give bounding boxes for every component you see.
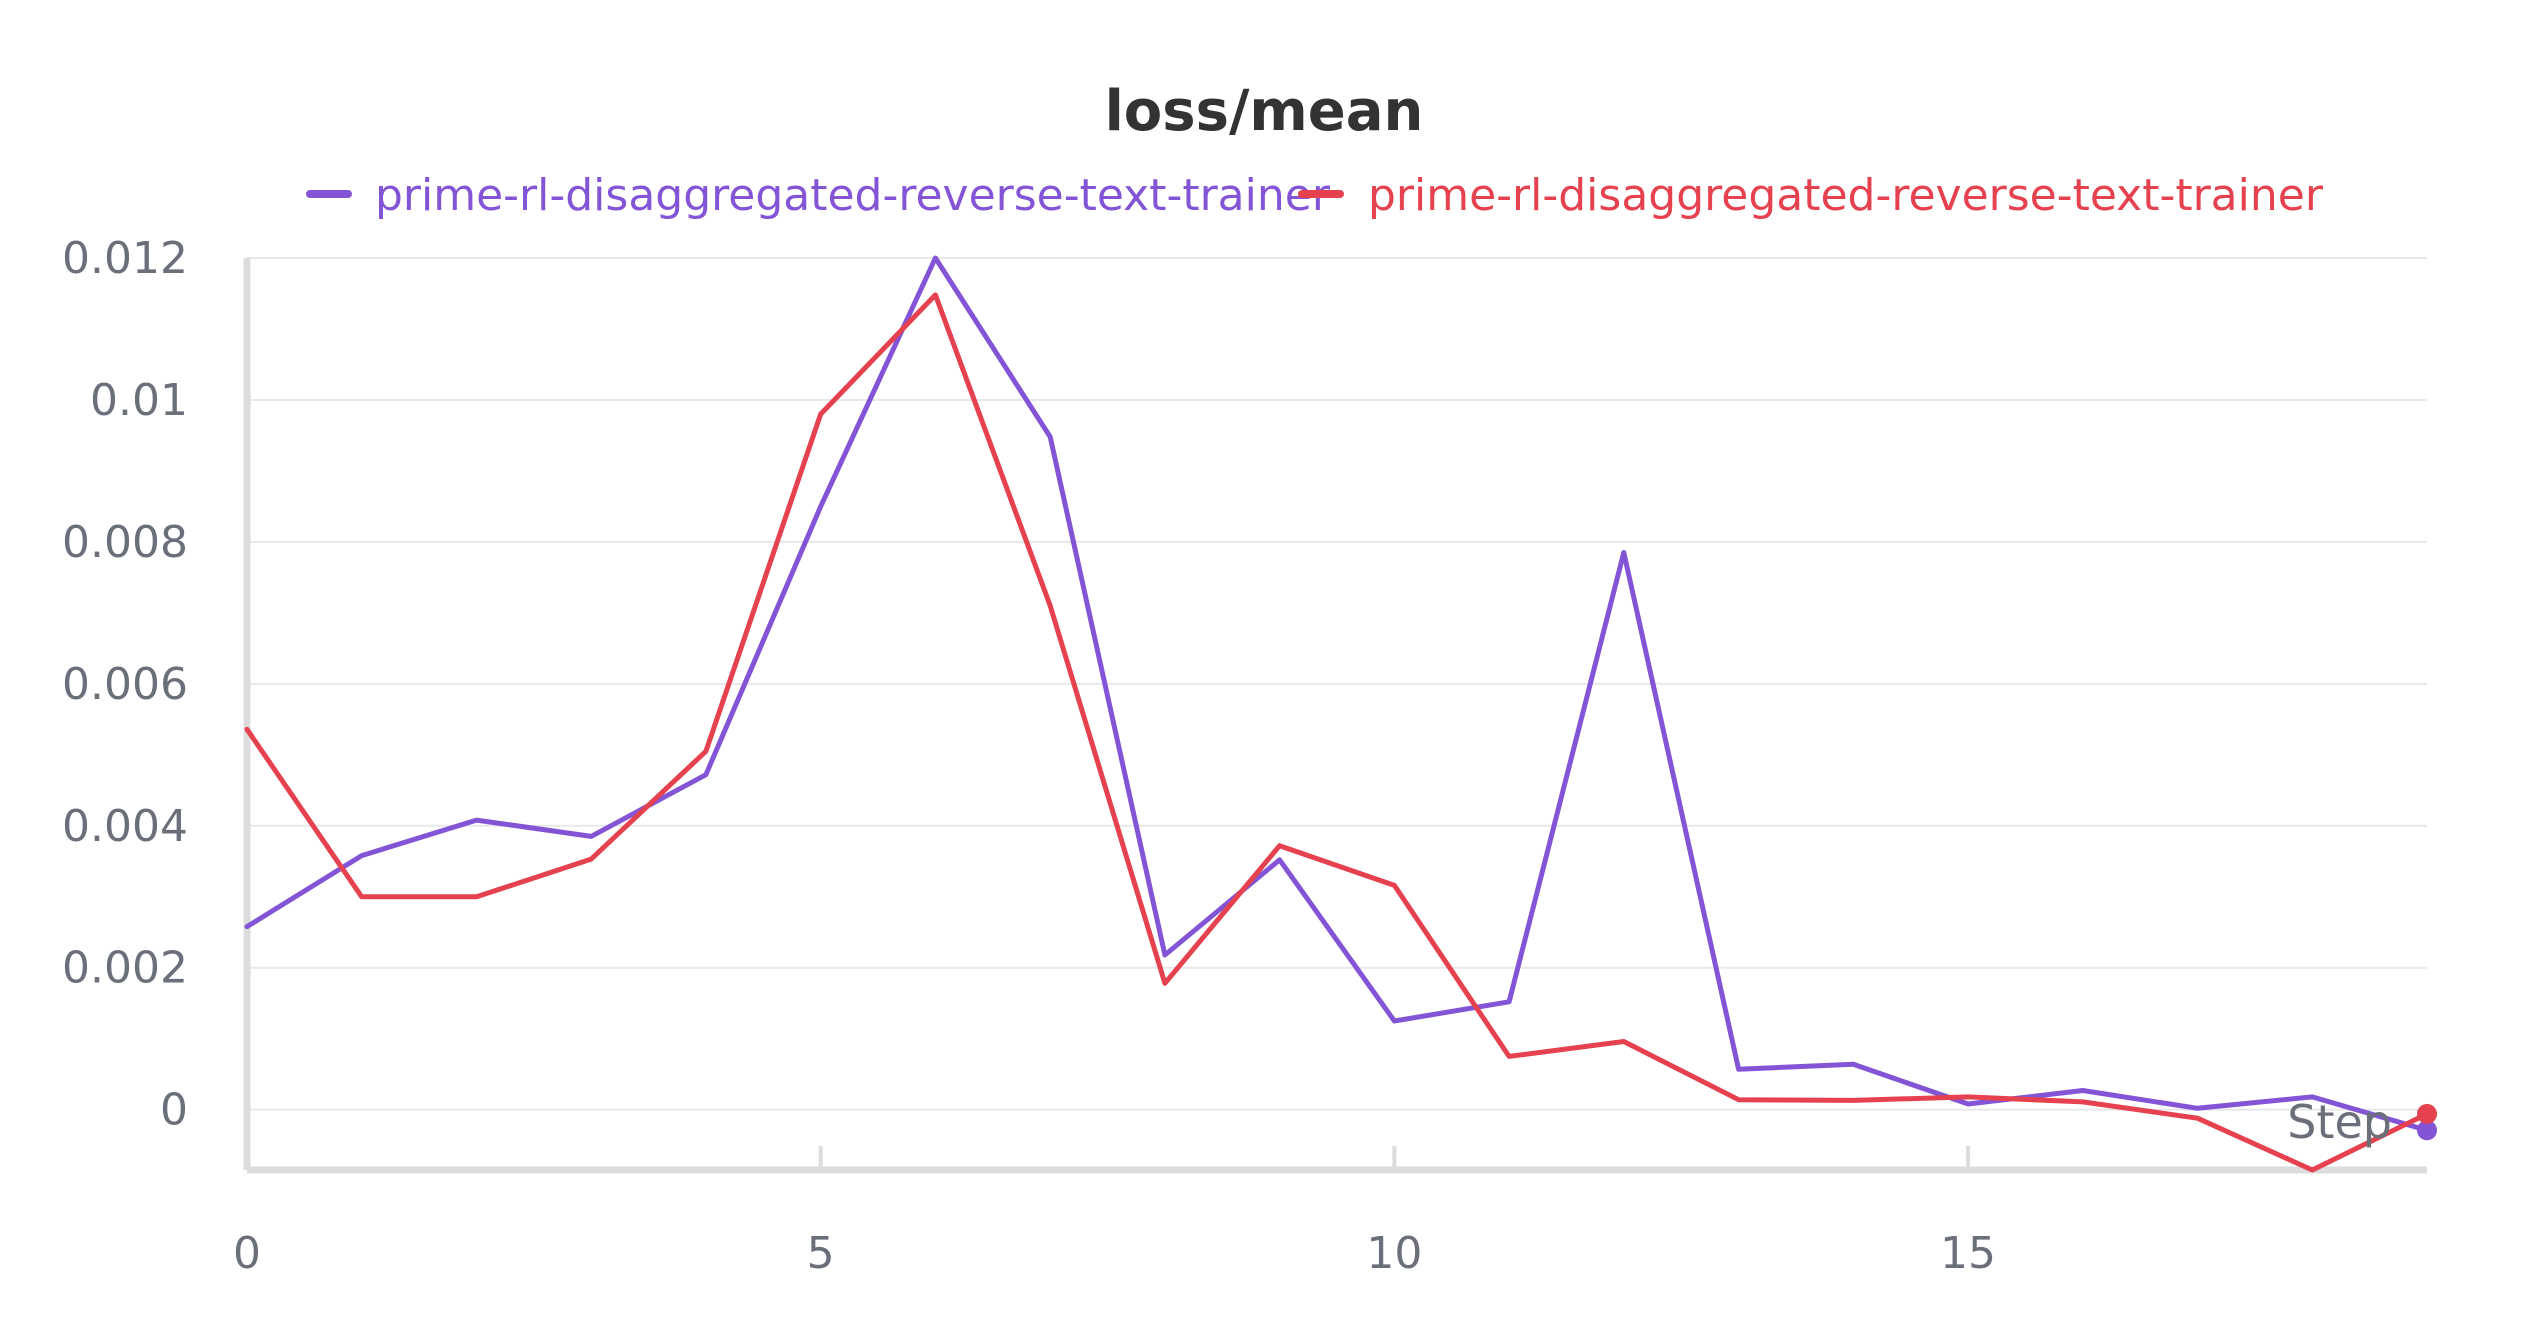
y-tick-label: 0.004: [62, 801, 188, 852]
legend-label-1: prime-rl-disaggregated-reverse-text-trai…: [375, 170, 1331, 221]
x-tick-label: 15: [1940, 1228, 1996, 1279]
x-tick-label: 0: [233, 1228, 261, 1279]
y-tick-label: 0.002: [62, 943, 188, 994]
y-tick-label: 0.01: [90, 375, 188, 426]
legend: prime-rl-disaggregated-reverse-text-trai…: [306, 170, 2324, 221]
series-line-1: [244, 255, 2430, 1133]
x-tick-label: 5: [807, 1228, 835, 1279]
y-tick-label: 0.006: [62, 659, 188, 710]
series-lines: [244, 255, 2437, 1173]
series-line-2: [244, 292, 2430, 1173]
x-axis-label: Step: [2287, 1095, 2392, 1149]
legend-label-2: prime-rl-disaggregated-reverse-text-trai…: [1368, 170, 2324, 221]
gridlines: 0 0.002 0.004 0.006 0.008 0.01 0.012: [62, 233, 2427, 1136]
x-tick-label: 10: [1366, 1228, 1422, 1279]
series-end-point-1: [2417, 1120, 2437, 1141]
series-end-point-2: [2417, 1103, 2437, 1124]
chart-title: loss/mean: [1105, 79, 1424, 144]
y-tick-label: 0.012: [62, 233, 188, 284]
y-tick-label: 0.008: [62, 517, 188, 568]
axes: 0 5 10 15: [233, 258, 2427, 1279]
y-tick-label: 0: [160, 1085, 188, 1136]
